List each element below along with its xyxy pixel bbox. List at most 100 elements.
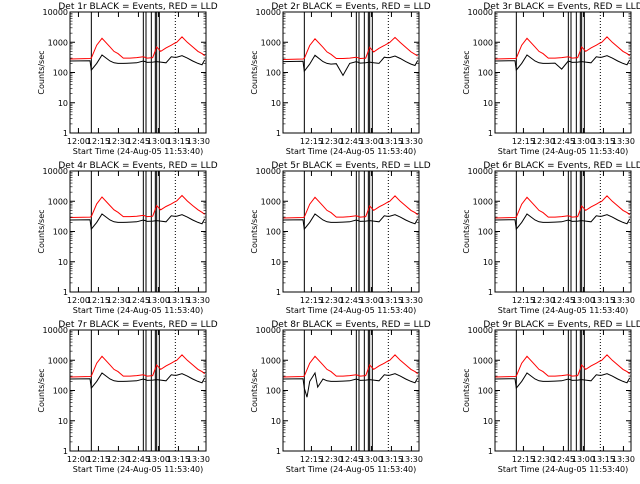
x-tick-label: 13:00 xyxy=(360,455,383,464)
x-tick-label: 12:15 xyxy=(300,296,323,305)
y-tick-label: 10000 xyxy=(43,8,68,17)
x-tick-label: 12:30 xyxy=(107,455,130,464)
x-tick-label: 12:30 xyxy=(320,137,343,146)
plot-frame xyxy=(494,11,632,134)
x-axis-label: Start Time (24-Aug-05 11:53:40) xyxy=(498,465,629,474)
series-events xyxy=(282,213,419,231)
y-tick-label: 1000 xyxy=(48,356,68,365)
x-tick-label: 13:00 xyxy=(572,296,595,305)
series-events xyxy=(494,54,631,72)
x-tick-label: 12:30 xyxy=(532,455,555,464)
series-events xyxy=(494,372,631,390)
y-tick-label: 10000 xyxy=(468,326,493,335)
y-tick-label: 10 xyxy=(483,99,493,108)
series-lld xyxy=(69,194,205,218)
x-tick-label: 13:15 xyxy=(167,455,190,464)
plot-frame xyxy=(494,329,632,452)
x-tick-label: 12:45 xyxy=(552,137,575,146)
x-tick-label: 13:30 xyxy=(400,455,423,464)
x-tick-label: 13:00 xyxy=(572,455,595,464)
y-tick-label: 100 xyxy=(53,228,68,237)
y-tick-label: 100 xyxy=(266,69,281,78)
x-tick-label: 12:00 xyxy=(67,296,90,305)
x-tick-label: 12:00 xyxy=(67,455,90,464)
y-tick-label: 10000 xyxy=(256,326,281,335)
y-axis-label: Counts/sec xyxy=(462,50,471,94)
x-axis-label: Start Time (24-Aug-05 11:53:40) xyxy=(498,147,629,156)
y-axis-label: Counts/sec xyxy=(250,368,259,412)
panel-2: Det 2r BLACK = Events, RED = LLD 1 10 100 10… xyxy=(250,2,431,156)
y-tick-label: 10000 xyxy=(256,8,281,17)
series-events xyxy=(282,54,419,77)
y-axis-label: Counts/sec xyxy=(462,368,471,412)
x-tick-label: 13:00 xyxy=(360,137,383,146)
y-tick-label: 1 xyxy=(488,129,493,138)
x-tick-label: 13:30 xyxy=(187,296,210,305)
y-tick-label: 100 xyxy=(53,387,68,396)
x-tick-label: 12:30 xyxy=(532,296,555,305)
x-tick-label: 12:15 xyxy=(512,296,535,305)
x-tick-label: 12:45 xyxy=(340,296,363,305)
series-events xyxy=(69,54,206,72)
panel-9: Det 9r BLACK = Events, RED = LLD 1 10 100 10… xyxy=(462,320,640,474)
y-tick-label: 10 xyxy=(271,417,281,426)
y-tick-label: 10000 xyxy=(43,326,68,335)
y-tick-label: 10 xyxy=(483,417,493,426)
y-tick-label: 100 xyxy=(53,69,68,78)
y-tick-label: 10 xyxy=(483,258,493,267)
x-tick-label: 13:00 xyxy=(572,137,595,146)
y-tick-label: 1 xyxy=(276,288,281,297)
x-tick-label: 12:15 xyxy=(87,296,110,305)
x-tick-label: 12:30 xyxy=(320,455,343,464)
y-tick-label: 1 xyxy=(63,447,68,456)
x-axis-label: Start Time (24-Aug-05 11:53:40) xyxy=(286,465,417,474)
panel-title: Det 3r BLACK = Events, RED = LLD xyxy=(483,2,640,12)
x-tick-label: 13:15 xyxy=(380,455,403,464)
x-tick-label: 12:45 xyxy=(127,455,150,464)
panel-7: Det 7r BLACK = Events, RED = LLD 1 10 100 10… xyxy=(37,320,218,474)
y-tick-label: 1 xyxy=(63,129,68,138)
x-tick-label: 13:00 xyxy=(147,137,170,146)
y-tick-label: 1 xyxy=(63,288,68,297)
series-lld xyxy=(282,195,419,219)
x-tick-label: 13:30 xyxy=(612,296,635,305)
plot-frame xyxy=(282,11,420,134)
x-axis-label: Start Time (24-Aug-05 11:53:40) xyxy=(73,306,204,315)
plot-frame xyxy=(69,11,207,134)
plot-frame xyxy=(282,329,420,452)
y-tick-label: 10 xyxy=(58,99,68,108)
series-lld xyxy=(69,36,206,60)
y-tick-label: 10000 xyxy=(43,167,68,176)
y-tick-label: 100 xyxy=(266,387,281,396)
panel-5: Det 5r BLACK = Events, RED = LLD 1 10 100 10… xyxy=(250,161,431,315)
plot-frame xyxy=(69,329,207,452)
x-tick-label: 12:45 xyxy=(552,455,575,464)
series-lld xyxy=(494,36,631,60)
x-axis-label: Start Time (24-Aug-05 11:53:40) xyxy=(498,306,629,315)
x-tick-label: 12:45 xyxy=(340,137,363,146)
y-tick-label: 100 xyxy=(478,69,493,78)
y-tick-label: 10 xyxy=(58,417,68,426)
x-axis-label: Start Time (24-Aug-05 11:53:40) xyxy=(286,306,417,315)
y-axis-label: Counts/sec xyxy=(250,209,259,253)
y-tick-label: 1000 xyxy=(473,356,493,365)
panel-6: Det 6r BLACK = Events, RED = LLD 1 10 100 10… xyxy=(462,161,640,315)
x-tick-label: 13:30 xyxy=(400,137,423,146)
x-tick-label: 12:45 xyxy=(127,296,150,305)
series-lld xyxy=(282,36,418,60)
x-tick-label: 12:00 xyxy=(67,137,90,146)
y-tick-label: 100 xyxy=(478,387,493,396)
y-tick-label: 100 xyxy=(266,228,281,237)
x-tick-label: 13:15 xyxy=(380,137,403,146)
panel-title: Det 9r BLACK = Events, RED = LLD xyxy=(483,320,640,330)
x-tick-label: 13:15 xyxy=(592,296,615,305)
y-axis-label: Counts/sec xyxy=(37,209,46,253)
x-tick-label: 13:00 xyxy=(147,296,170,305)
panel-1: Det 1r BLACK = Events, RED = LLD 1 10 100 10… xyxy=(37,2,218,156)
panel-title: Det 4r BLACK = Events, RED = LLD xyxy=(58,161,217,171)
y-tick-label: 1000 xyxy=(48,38,68,47)
series-lld xyxy=(69,354,206,378)
x-tick-label: 13:15 xyxy=(167,137,190,146)
plot-frame xyxy=(282,170,420,293)
